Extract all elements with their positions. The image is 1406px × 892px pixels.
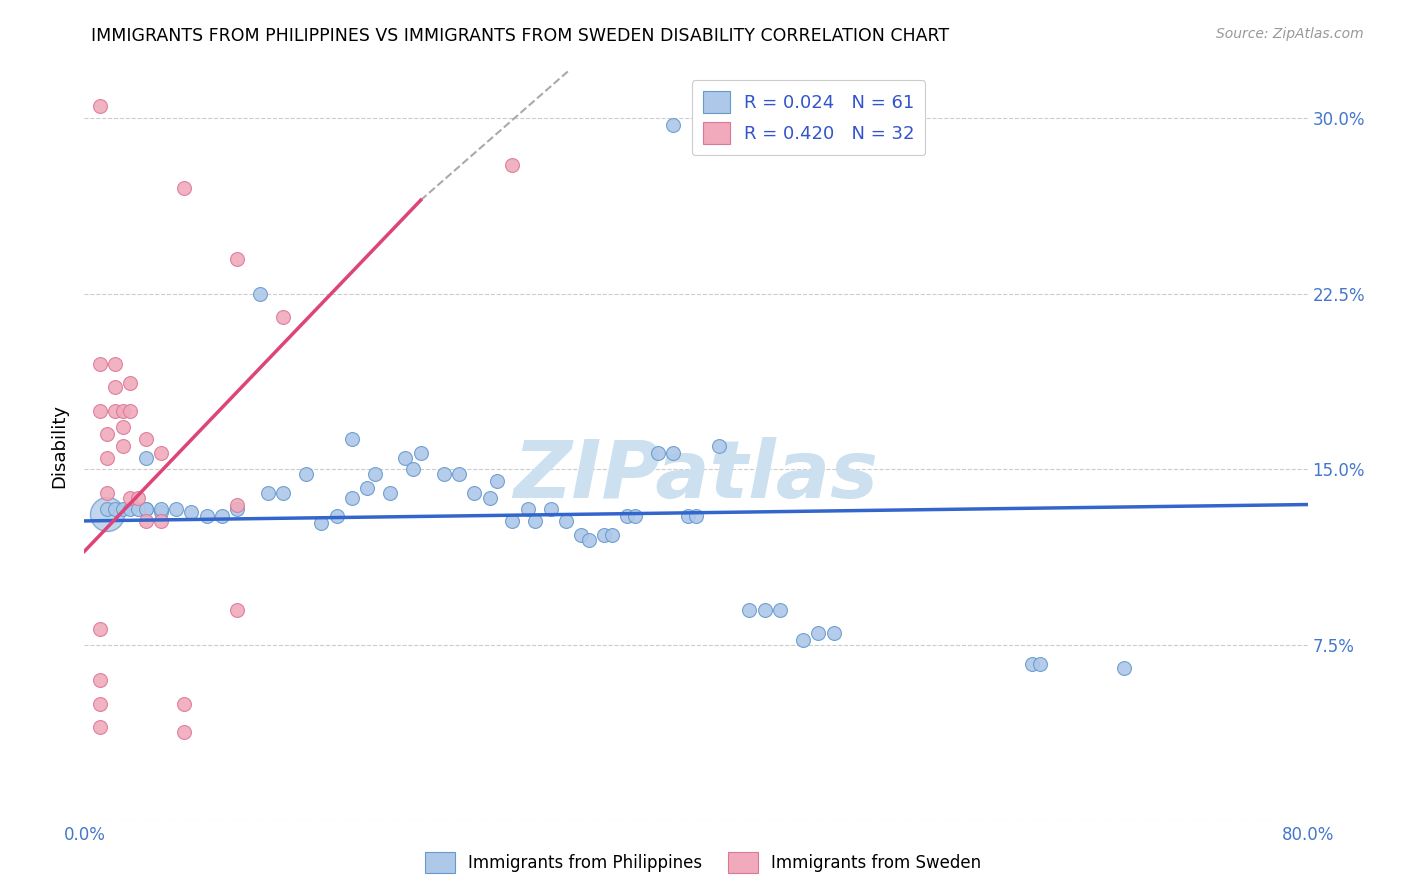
- Point: [96, 502, 118, 516]
- Point: [769, 603, 792, 617]
- Point: [257, 485, 280, 500]
- Point: [173, 181, 195, 195]
- Point: [647, 446, 669, 460]
- Point: [226, 502, 249, 516]
- Point: [120, 376, 142, 390]
- Point: [325, 509, 347, 524]
- Point: [149, 446, 172, 460]
- Point: [295, 467, 318, 482]
- Point: [380, 485, 402, 500]
- Text: ZIPatlas: ZIPatlas: [513, 437, 879, 515]
- Point: [149, 505, 172, 519]
- Point: [96, 507, 118, 521]
- Point: [463, 485, 485, 500]
- Point: [249, 286, 271, 301]
- Point: [409, 446, 432, 460]
- Point: [135, 514, 157, 528]
- Point: [165, 502, 187, 516]
- Point: [226, 498, 249, 512]
- Point: [271, 310, 294, 325]
- Point: [311, 516, 333, 531]
- Point: [89, 404, 111, 418]
- Point: [1029, 657, 1052, 671]
- Legend: Immigrants from Philippines, Immigrants from Sweden: Immigrants from Philippines, Immigrants …: [419, 846, 987, 880]
- Point: [616, 509, 638, 524]
- Point: [516, 502, 538, 516]
- Point: [340, 432, 363, 446]
- Point: [120, 404, 142, 418]
- Point: [685, 509, 707, 524]
- Point: [1021, 657, 1043, 671]
- Point: [578, 533, 600, 547]
- Point: [89, 697, 111, 711]
- Point: [807, 626, 830, 640]
- Point: [149, 502, 172, 516]
- Point: [447, 467, 470, 482]
- Point: [135, 502, 157, 516]
- Point: [104, 502, 127, 516]
- Point: [135, 450, 157, 465]
- Point: [569, 528, 592, 542]
- Point: [111, 404, 134, 418]
- Legend: R = 0.024   N = 61, R = 0.420   N = 32: R = 0.024 N = 61, R = 0.420 N = 32: [692, 80, 925, 155]
- Point: [104, 357, 127, 371]
- Point: [707, 439, 730, 453]
- Point: [89, 357, 111, 371]
- Point: [624, 509, 647, 524]
- Point: [593, 528, 616, 542]
- Point: [111, 439, 134, 453]
- Point: [502, 514, 524, 528]
- Point: [96, 450, 118, 465]
- Point: [433, 467, 456, 482]
- Point: [600, 528, 623, 542]
- Point: [678, 509, 700, 524]
- Point: [120, 491, 142, 505]
- Point: [402, 462, 425, 476]
- Point: [149, 514, 172, 528]
- Point: [120, 502, 142, 516]
- Point: [1114, 661, 1136, 675]
- Point: [356, 481, 378, 495]
- Point: [180, 505, 202, 519]
- Point: [89, 720, 111, 734]
- Point: [486, 474, 509, 488]
- Point: [823, 626, 845, 640]
- Point: [502, 158, 524, 172]
- Point: [340, 491, 363, 505]
- Text: IMMIGRANTS FROM PHILIPPINES VS IMMIGRANTS FROM SWEDEN DISABILITY CORRELATION CHA: IMMIGRANTS FROM PHILIPPINES VS IMMIGRANT…: [91, 27, 949, 45]
- Point: [104, 380, 127, 394]
- Point: [364, 467, 387, 482]
- Point: [271, 485, 294, 500]
- Point: [478, 491, 501, 505]
- Point: [195, 509, 218, 524]
- Point: [540, 502, 562, 516]
- Point: [96, 427, 118, 442]
- Point: [127, 491, 149, 505]
- Y-axis label: Disability: Disability: [51, 404, 69, 488]
- Point: [111, 420, 134, 434]
- Point: [127, 502, 149, 516]
- Point: [226, 252, 249, 266]
- Point: [135, 432, 157, 446]
- Point: [211, 509, 233, 524]
- Point: [394, 450, 416, 465]
- Point: [792, 633, 814, 648]
- Point: [96, 485, 118, 500]
- Point: [226, 603, 249, 617]
- Point: [173, 697, 195, 711]
- Text: Source: ZipAtlas.com: Source: ZipAtlas.com: [1216, 27, 1364, 41]
- Point: [89, 622, 111, 636]
- Point: [754, 603, 776, 617]
- Point: [135, 502, 157, 516]
- Point: [104, 404, 127, 418]
- Point: [662, 446, 685, 460]
- Point: [173, 724, 195, 739]
- Point: [89, 673, 111, 688]
- Point: [524, 514, 547, 528]
- Point: [738, 603, 761, 617]
- Point: [555, 514, 578, 528]
- Point: [89, 99, 111, 113]
- Point: [662, 118, 685, 132]
- Point: [111, 502, 134, 516]
